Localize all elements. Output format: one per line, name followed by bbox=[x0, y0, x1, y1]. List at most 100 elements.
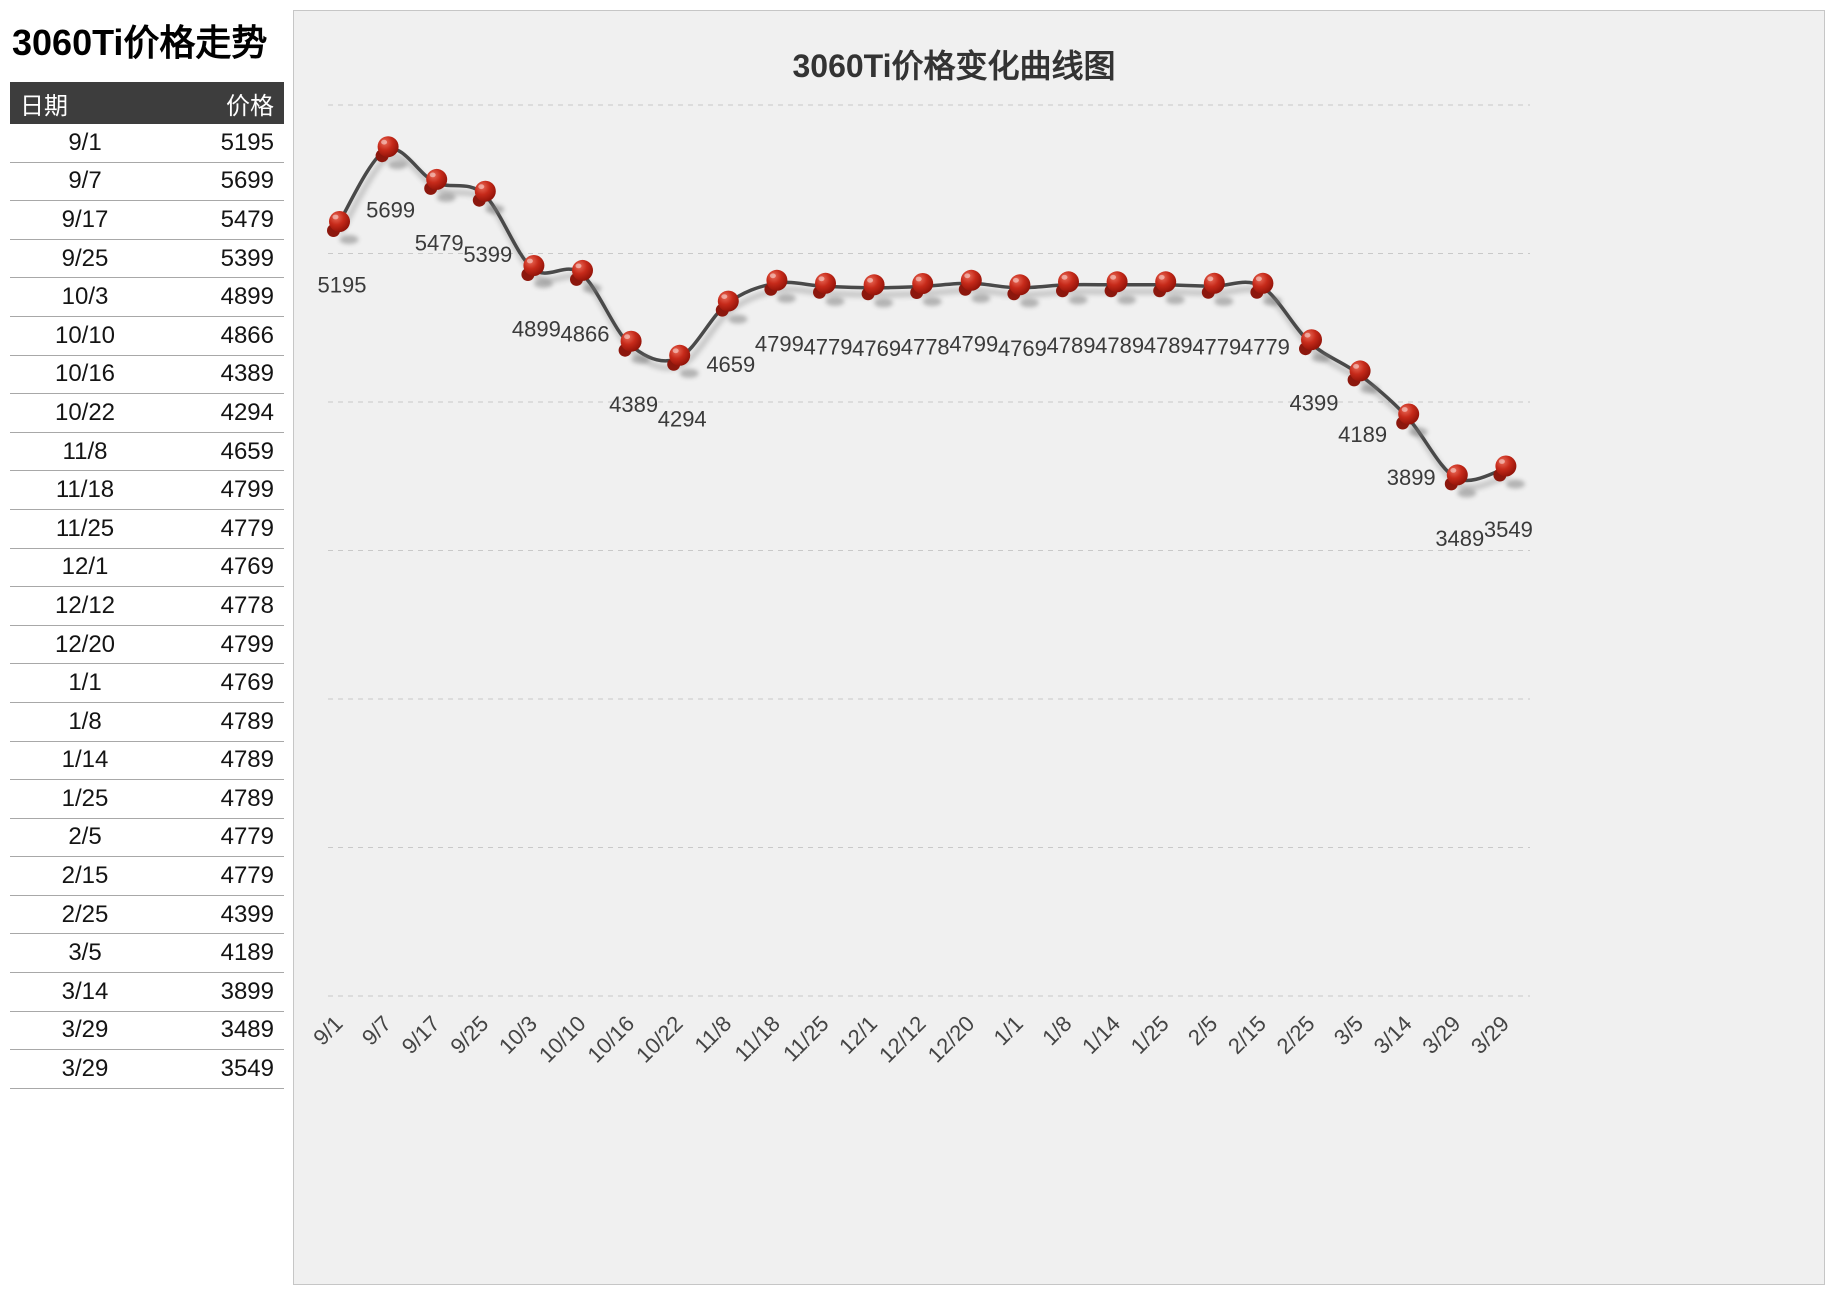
pin-highlight bbox=[1498, 459, 1505, 464]
data-point[interactable] bbox=[667, 344, 699, 378]
value-label: 4389 bbox=[609, 392, 658, 417]
data-point[interactable] bbox=[958, 269, 991, 303]
pin-highlight bbox=[1158, 274, 1165, 280]
data-point[interactable] bbox=[1104, 271, 1137, 305]
data-point[interactable] bbox=[715, 290, 748, 324]
value-label: 4799 bbox=[755, 331, 804, 356]
pin-highlight bbox=[915, 276, 922, 282]
cell-date: 3/14 bbox=[61, 977, 109, 1005]
data-point[interactable] bbox=[1347, 360, 1380, 394]
cell-price: 4778 bbox=[220, 591, 274, 619]
pushpin-marker-icon bbox=[1495, 455, 1517, 477]
data-point[interactable] bbox=[472, 180, 505, 214]
chart-title: 3060Ti价格变化曲线图 bbox=[792, 48, 1116, 84]
cell-price: 4866 bbox=[220, 321, 274, 349]
x-axis-label: 11/8 bbox=[690, 1011, 737, 1058]
x-axis-label: 10/10 bbox=[534, 1011, 591, 1068]
pin-shadow bbox=[825, 296, 845, 306]
value-label: 4399 bbox=[1290, 391, 1339, 416]
pin-shadow bbox=[1505, 479, 1525, 489]
x-axis-label: 11/18 bbox=[729, 1011, 784, 1066]
cell-date: 12/20 bbox=[54, 630, 116, 658]
x-axis-label: 9/1 bbox=[308, 1011, 347, 1050]
table-row: 10/16 4389 bbox=[10, 355, 284, 395]
data-point[interactable] bbox=[570, 259, 602, 293]
data-point[interactable] bbox=[618, 330, 651, 364]
pin-highlight bbox=[964, 273, 971, 279]
cell-date: 11/18 bbox=[55, 476, 115, 504]
pin-shadow bbox=[679, 368, 699, 378]
data-point[interactable] bbox=[327, 211, 359, 244]
data-point[interactable] bbox=[1250, 272, 1282, 306]
value-label: 4779 bbox=[1192, 334, 1241, 359]
value-label: 3899 bbox=[1387, 465, 1436, 490]
table-row: 11/25 4779 bbox=[10, 509, 284, 549]
cell-date: 10/3 bbox=[61, 283, 109, 311]
table-row: 12/20 4799 bbox=[10, 625, 284, 665]
cell-date: 9/1 bbox=[68, 128, 102, 156]
data-point[interactable] bbox=[521, 255, 553, 288]
data-point[interactable] bbox=[1201, 272, 1234, 306]
cell-price: 3489 bbox=[220, 1016, 274, 1044]
cell-price: 4399 bbox=[220, 900, 274, 928]
table-body: 9/1 5195 9/7 5699 9/17 5479 9/25 5399 10/3 4899 10… bbox=[10, 124, 284, 1089]
table-row: 11/8 4659 bbox=[10, 432, 284, 472]
cell-price: 5399 bbox=[220, 244, 274, 272]
table-row: 3/29 3489 bbox=[10, 1011, 284, 1051]
cell-date: 10/16 bbox=[54, 360, 116, 388]
pushpin-marker-icon bbox=[620, 330, 642, 352]
data-point[interactable] bbox=[1056, 271, 1088, 305]
pushpin-marker-icon bbox=[766, 269, 788, 291]
data-point[interactable] bbox=[910, 273, 942, 306]
value-label: 3549 bbox=[1484, 517, 1533, 542]
cell-price: 3549 bbox=[220, 1055, 274, 1083]
data-point[interactable] bbox=[813, 272, 845, 306]
pushpin-marker-icon bbox=[815, 272, 836, 294]
cell-date: 1/14 bbox=[61, 746, 109, 774]
pin-shadow bbox=[728, 314, 748, 324]
header-cell-price: 价格 bbox=[226, 92, 274, 120]
data-point[interactable] bbox=[1007, 274, 1039, 308]
table-row: 2/5 4779 bbox=[10, 818, 284, 858]
table-row: 10/3 4899 bbox=[10, 278, 284, 317]
value-label: 4189 bbox=[1338, 422, 1387, 447]
data-point[interactable] bbox=[1444, 464, 1477, 498]
data-point[interactable] bbox=[1396, 403, 1428, 437]
pushpin-marker-icon bbox=[426, 168, 448, 190]
value-label: 4778 bbox=[901, 335, 950, 360]
pin-shadow bbox=[922, 297, 942, 306]
pin-highlight bbox=[575, 263, 582, 269]
cell-date: 1/8 bbox=[68, 707, 102, 735]
cell-price: 5195 bbox=[220, 128, 274, 156]
value-label: 5195 bbox=[318, 273, 367, 298]
pushpin-marker-icon bbox=[1252, 272, 1274, 294]
cell-price: 4389 bbox=[220, 360, 274, 388]
data-point[interactable] bbox=[1153, 271, 1185, 305]
cell-price: 5699 bbox=[220, 167, 274, 195]
data-point[interactable] bbox=[1493, 455, 1525, 489]
data-point[interactable] bbox=[764, 269, 796, 303]
pin-highlight bbox=[381, 139, 388, 145]
cell-price: 4294 bbox=[220, 398, 274, 426]
value-label: 5699 bbox=[366, 198, 415, 223]
cell-date: 3/5 bbox=[68, 939, 102, 967]
pushpin-marker-icon bbox=[1155, 271, 1177, 293]
cell-price: 4779 bbox=[220, 514, 274, 542]
pin-shadow bbox=[971, 293, 991, 303]
pin-highlight bbox=[332, 214, 339, 220]
pin-highlight bbox=[526, 258, 533, 264]
data-point[interactable] bbox=[424, 168, 456, 202]
data-point[interactable] bbox=[1299, 329, 1331, 363]
x-axis-label: 12/20 bbox=[923, 1011, 980, 1068]
data-point[interactable] bbox=[861, 274, 894, 308]
cell-date: 1/1 bbox=[68, 669, 102, 697]
table-row: 2/25 4399 bbox=[10, 895, 284, 935]
cell-date: 9/17 bbox=[61, 205, 109, 233]
pin-shadow bbox=[1457, 488, 1477, 498]
pin-highlight bbox=[1012, 277, 1019, 283]
pin-shadow bbox=[436, 192, 456, 202]
pin-shadow bbox=[874, 298, 894, 308]
data-point[interactable] bbox=[375, 136, 408, 170]
